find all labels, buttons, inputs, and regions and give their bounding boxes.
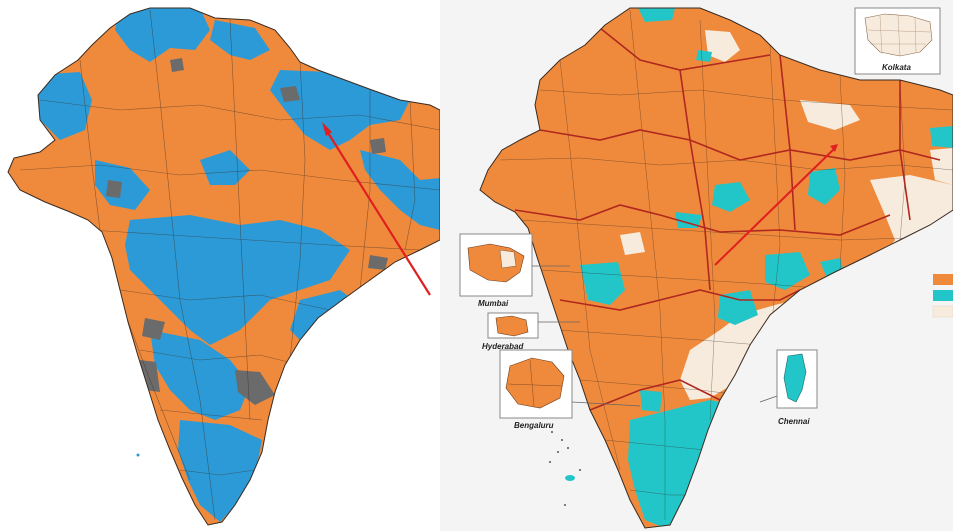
region-teal-northeast <box>930 126 953 148</box>
region-teal-west <box>580 262 625 305</box>
left-map-outline <box>7 7 440 526</box>
inset-bengaluru: Bengaluru <box>499 349 641 430</box>
inset-label-bengaluru: Bengaluru <box>514 421 554 430</box>
legend-swatch-teal <box>933 290 953 301</box>
region-cream-up <box>800 100 860 130</box>
region-teal-central-1 <box>808 168 840 205</box>
island-dot <box>136 453 140 457</box>
inset-label-chennai: Chennai <box>778 417 810 426</box>
arrow-head-icon <box>830 144 838 152</box>
region-grey-2 <box>280 86 300 102</box>
region-blue-bihar <box>360 150 440 230</box>
region-blue-north <box>115 8 210 62</box>
region-teal-nw <box>696 50 712 62</box>
region-blue-punjab <box>210 20 270 60</box>
left-map-regions <box>8 8 440 525</box>
island-dots <box>549 431 581 506</box>
region-teal-central-2 <box>712 182 750 212</box>
island-teal <box>565 475 575 481</box>
region-blue-northwest <box>35 72 92 140</box>
inset-label-kolkata: Kolkata <box>882 63 911 72</box>
region-grey-1 <box>106 180 122 198</box>
region-teal-maharashtra <box>718 290 758 325</box>
region-grey-6 <box>368 255 388 270</box>
region-grey-7 <box>370 138 386 154</box>
inset-chennai: Chennai <box>759 349 818 426</box>
region-cream-east <box>680 175 953 400</box>
arrow-head-icon <box>322 122 332 136</box>
region-grey-3 <box>142 318 165 340</box>
inset-kolkata: Kolkata <box>854 7 941 75</box>
region-teal-karnataka <box>640 390 662 412</box>
inset-mumbai: Mumbai <box>459 233 570 308</box>
inset-chennai-map <box>783 353 807 403</box>
right-state-boundaries <box>514 27 941 411</box>
region-cream-north <box>705 30 740 62</box>
region-teal-central-3 <box>675 212 702 228</box>
inset-label-hyderabad: Hyderabad <box>482 342 524 351</box>
inset-hyderabad-map <box>495 315 529 337</box>
region-teal-tamilnadu <box>628 400 740 528</box>
region-blue-south-central <box>150 330 250 420</box>
left-map-panel <box>0 0 440 531</box>
right-map-outline <box>479 7 953 529</box>
right-constituency-map: Kolkata Mumbai Hyderabad Bengaluru <box>459 7 953 529</box>
legend-swatch-cream <box>932 305 953 318</box>
region-grey-8 <box>170 58 184 72</box>
right-map-panel: Kolkata Mumbai Hyderabad Bengaluru <box>440 0 953 531</box>
red-pointer-arrow <box>714 147 836 266</box>
region-cream-kolkata <box>930 148 953 185</box>
region-blue-midwest <box>200 150 250 185</box>
region-cream-central <box>620 232 645 255</box>
region-grey-5 <box>235 370 275 405</box>
red-pointer-arrow <box>324 127 431 296</box>
legend <box>932 274 953 318</box>
region-teal-north <box>638 8 675 22</box>
region-blue-west <box>95 160 150 210</box>
region-blue-central <box>125 215 350 345</box>
inset-label-mumbai: Mumbai <box>478 299 509 308</box>
legend-swatch-saffron <box>933 274 953 285</box>
left-constituency-map <box>7 7 440 526</box>
inset-bengaluru-map <box>505 357 565 409</box>
inset-hyderabad: Hyderabad <box>482 312 580 351</box>
